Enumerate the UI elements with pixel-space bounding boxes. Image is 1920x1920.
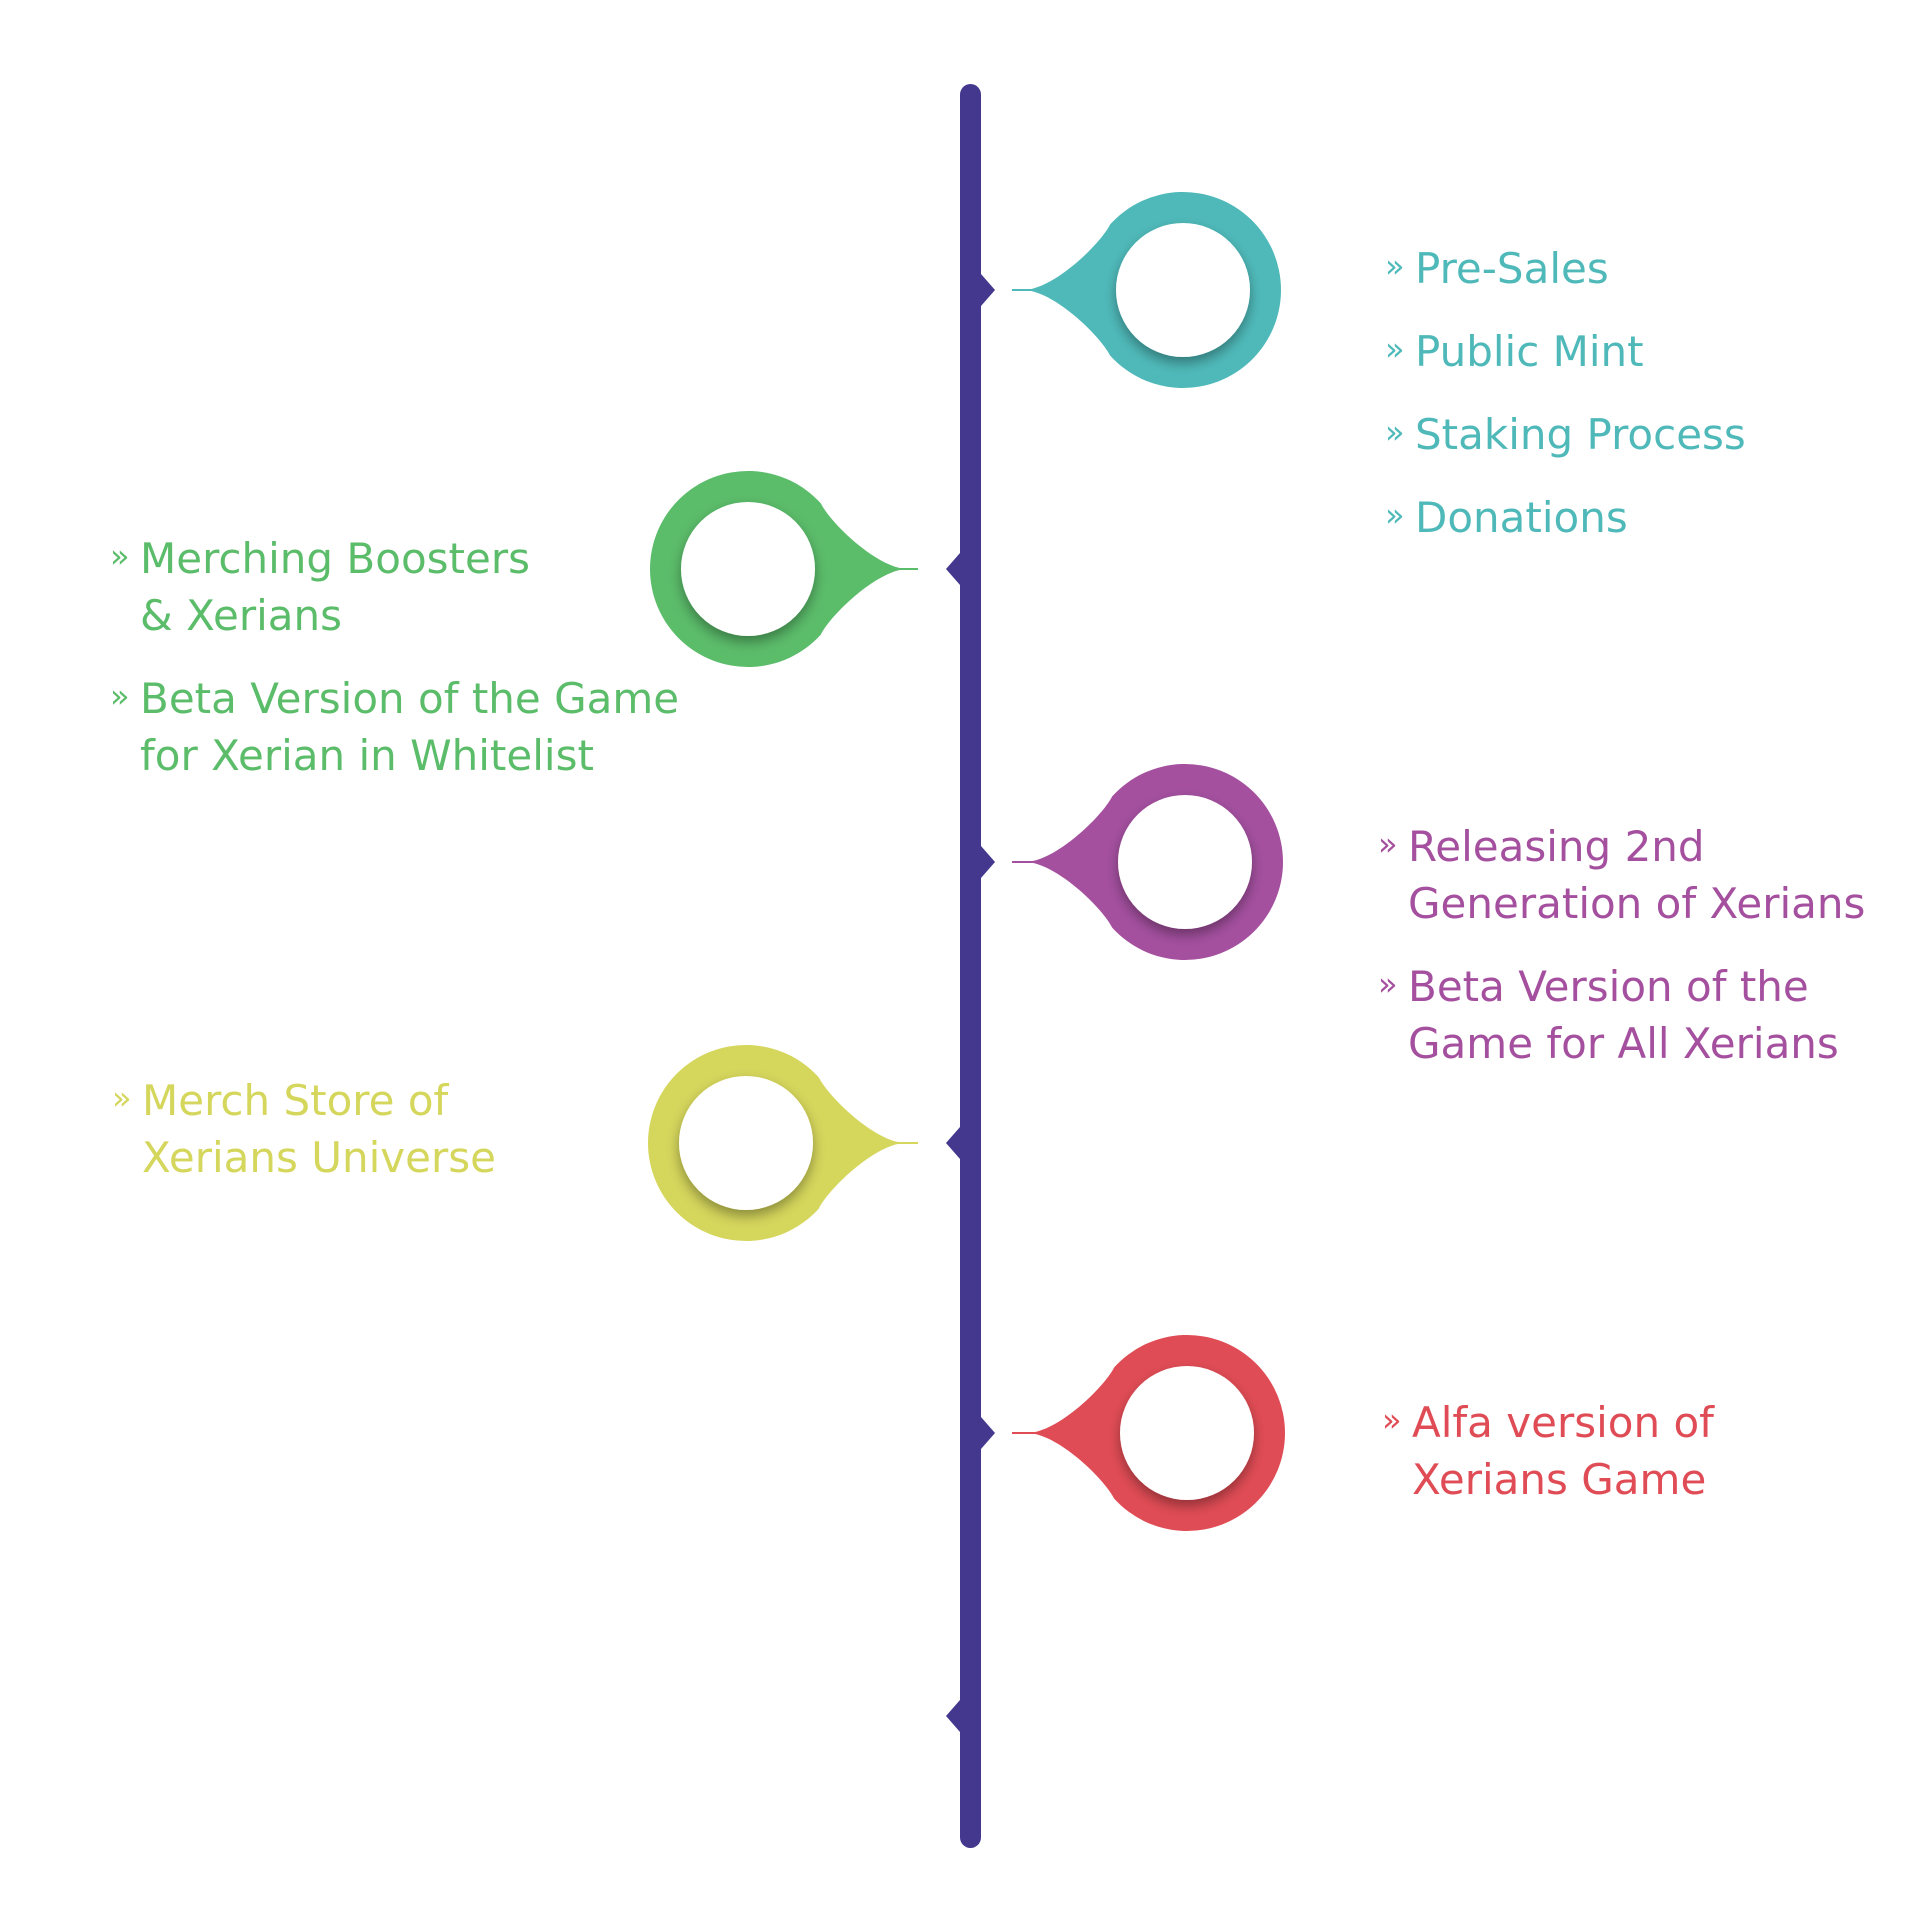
milestone-item: » Public Mint <box>1385 323 1746 380</box>
milestone-node <box>648 1045 918 1242</box>
milestone-item: » Pre-Sales <box>1385 240 1746 297</box>
milestone-node <box>1012 1334 1285 1531</box>
milestone-node <box>1012 192 1281 388</box>
spine-notch <box>981 846 995 878</box>
spine-notch <box>946 1127 960 1159</box>
bullet-chevron-icon: » <box>1382 1401 1402 1439</box>
milestone-item-text: Xerians Game <box>1412 1455 1707 1504</box>
milestone-items: » Merching Boosters & Xerians » Beta Version… <box>110 530 679 810</box>
bullet-chevron-icon: » <box>110 537 130 575</box>
milestone-item-text: Beta Version of the <box>1408 962 1809 1011</box>
bullet-chevron-icon: » <box>112 1079 132 1117</box>
milestone-item-text: & Xerians <box>140 591 343 640</box>
milestone-item: » Beta Version of the Game for Xerian in W… <box>110 670 679 784</box>
milestone-item-text: Donations <box>1415 493 1628 542</box>
spine-notch <box>946 553 960 585</box>
milestone-item-text: Game for All Xerians <box>1408 1019 1839 1068</box>
bullet-chevron-icon: » <box>1378 965 1398 1003</box>
milestone-item-text: Merch Store of <box>142 1076 449 1125</box>
bullet-chevron-icon: » <box>110 677 130 715</box>
spine-notch <box>981 274 995 306</box>
milestone-item-text: Merching Boosters <box>140 534 530 583</box>
milestone-items: » Alfa version of Xerians Game <box>1382 1394 1714 1534</box>
milestone-node <box>1012 763 1283 960</box>
milestone-center <box>1116 223 1250 357</box>
milestone-center <box>681 502 815 636</box>
spine-notch <box>946 1700 960 1732</box>
milestone-item-text: Pre-Sales <box>1415 244 1609 293</box>
milestone-items: » Releasing 2nd Generation of Xerians » Beta… <box>1378 818 1865 1098</box>
milestone-item: » Merch Store of Xerians Universe <box>112 1072 496 1186</box>
milestone-item-text: Public Mint <box>1415 327 1644 376</box>
milestone-item: » Beta Version of the Game for All Xerians <box>1378 958 1865 1072</box>
bullet-chevron-icon: » <box>1385 496 1405 534</box>
milestone-item-text: for Xerian in Whitelist <box>140 731 594 780</box>
milestone-item: » Donations <box>1385 489 1746 546</box>
timeline-spine <box>960 84 981 1848</box>
milestone-item-text: Beta Version of the Game <box>140 674 680 723</box>
milestone-items: » Merch Store of Xerians Universe <box>112 1072 496 1212</box>
spine-notch <box>981 1417 995 1449</box>
milestone-item-text: Xerians Universe <box>142 1133 496 1182</box>
bullet-chevron-icon: » <box>1385 330 1405 368</box>
milestone-item: » Staking Process <box>1385 406 1746 463</box>
milestone-item: » Alfa version of Xerians Game <box>1382 1394 1714 1508</box>
bullet-chevron-icon: » <box>1385 413 1405 451</box>
bullet-chevron-icon: » <box>1385 247 1405 285</box>
milestone-item-text: Alfa version of <box>1412 1398 1714 1447</box>
milestone-item-text: Generation of Xerians <box>1408 879 1866 928</box>
milestone-center <box>679 1076 813 1210</box>
bullet-chevron-icon: » <box>1378 825 1398 863</box>
milestone-item: » Merching Boosters & Xerians <box>110 530 679 644</box>
milestone-item: » Releasing 2nd Generation of Xerians <box>1378 818 1865 932</box>
milestone-center <box>1118 795 1252 929</box>
milestone-items: » Pre-Sales » Public Mint » Staking Process » D… <box>1385 240 1746 572</box>
milestone-node <box>650 471 918 668</box>
milestone-item-text: Staking Process <box>1415 410 1746 459</box>
milestone-center <box>1120 1366 1254 1500</box>
milestone-item-text: Releasing 2nd <box>1408 822 1705 871</box>
